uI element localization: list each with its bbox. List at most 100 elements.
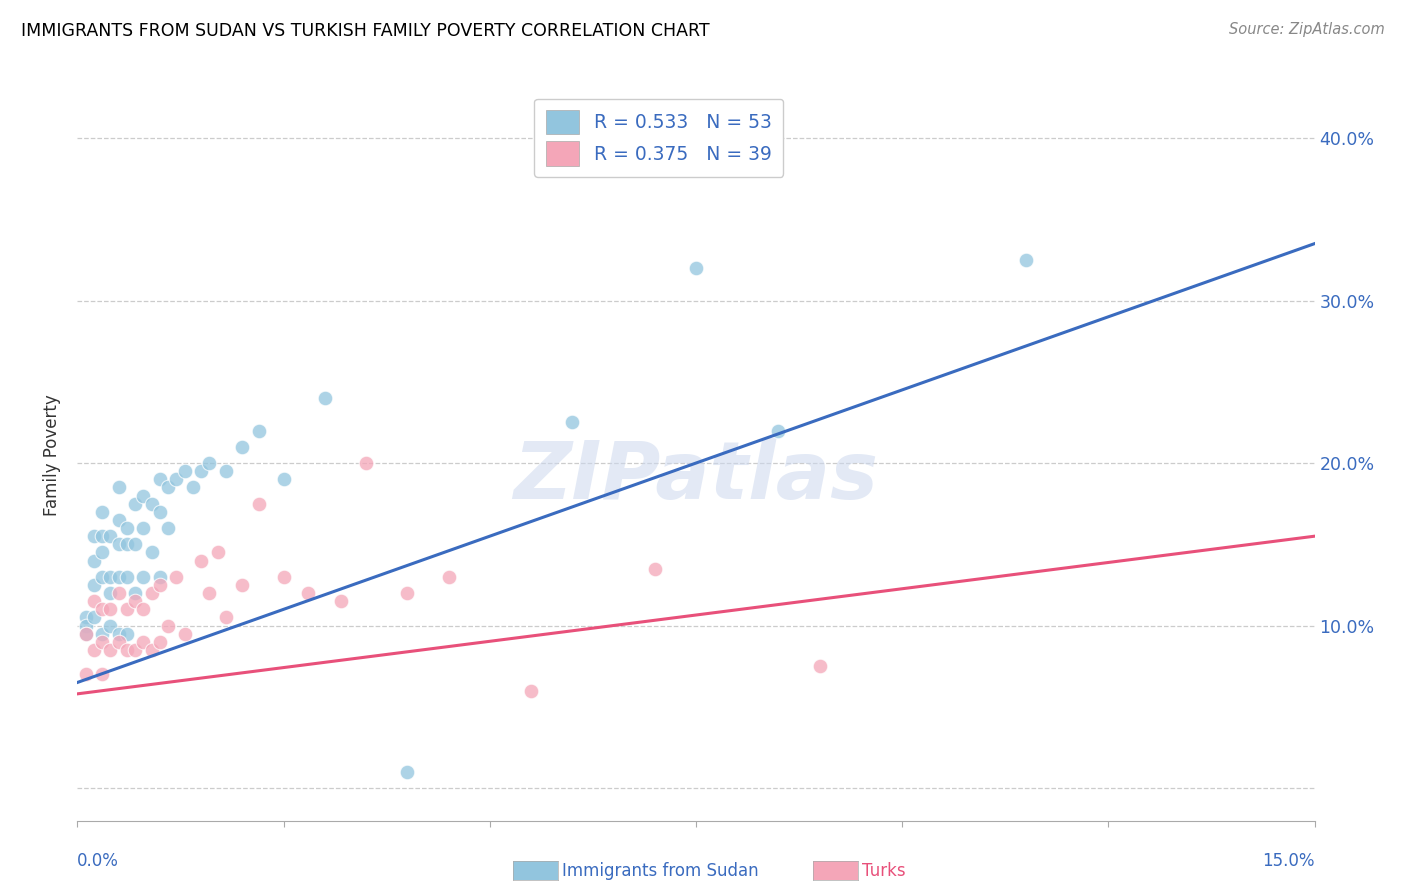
Point bbox=[173, 626, 195, 640]
Point bbox=[91, 626, 114, 640]
Point bbox=[247, 497, 270, 511]
Point bbox=[141, 545, 163, 559]
Point bbox=[107, 513, 129, 527]
Point bbox=[198, 586, 221, 600]
Point bbox=[107, 635, 129, 649]
Point bbox=[124, 586, 146, 600]
Point bbox=[132, 489, 155, 503]
Y-axis label: Family Poverty: Family Poverty bbox=[44, 394, 62, 516]
Point bbox=[91, 570, 114, 584]
Point bbox=[115, 537, 138, 551]
Point bbox=[98, 570, 121, 584]
Point bbox=[107, 480, 129, 494]
Point bbox=[115, 643, 138, 657]
Point bbox=[149, 505, 172, 519]
Point bbox=[215, 464, 238, 478]
Legend: R = 0.533   N = 53, R = 0.375   N = 39: R = 0.533 N = 53, R = 0.375 N = 39 bbox=[534, 99, 783, 177]
Point bbox=[83, 643, 105, 657]
Text: Source: ZipAtlas.com: Source: ZipAtlas.com bbox=[1229, 22, 1385, 37]
Text: 0.0%: 0.0% bbox=[77, 852, 120, 870]
Point bbox=[1015, 252, 1038, 267]
Point bbox=[231, 578, 253, 592]
Point bbox=[644, 562, 666, 576]
Point bbox=[149, 578, 172, 592]
Point bbox=[396, 586, 419, 600]
Point bbox=[91, 602, 114, 616]
Point bbox=[297, 586, 319, 600]
Point bbox=[98, 643, 121, 657]
Point bbox=[207, 545, 229, 559]
Point bbox=[83, 610, 105, 624]
Point bbox=[83, 553, 105, 567]
Point bbox=[98, 618, 121, 632]
Point bbox=[98, 529, 121, 543]
Point bbox=[190, 464, 212, 478]
Text: ZIPatlas: ZIPatlas bbox=[513, 438, 879, 516]
Point bbox=[132, 602, 155, 616]
Point bbox=[173, 464, 195, 478]
Point bbox=[91, 529, 114, 543]
Text: 15.0%: 15.0% bbox=[1263, 852, 1315, 870]
Point bbox=[273, 472, 295, 486]
Text: Turks: Turks bbox=[862, 863, 905, 880]
Point bbox=[149, 472, 172, 486]
Point bbox=[330, 594, 353, 608]
Point bbox=[83, 594, 105, 608]
Point bbox=[75, 626, 97, 640]
Point bbox=[124, 594, 146, 608]
Point bbox=[124, 537, 146, 551]
Point bbox=[115, 626, 138, 640]
Point bbox=[141, 497, 163, 511]
Point bbox=[124, 643, 146, 657]
Point bbox=[132, 521, 155, 535]
Point bbox=[75, 618, 97, 632]
Point bbox=[91, 545, 114, 559]
Point bbox=[165, 570, 187, 584]
Point bbox=[181, 480, 204, 494]
Point bbox=[107, 626, 129, 640]
Point bbox=[396, 764, 419, 779]
Point bbox=[149, 570, 172, 584]
Point bbox=[107, 537, 129, 551]
Point bbox=[157, 521, 180, 535]
Point bbox=[132, 570, 155, 584]
Point bbox=[231, 440, 253, 454]
Point bbox=[149, 635, 172, 649]
Point bbox=[75, 626, 97, 640]
Point bbox=[91, 635, 114, 649]
Point bbox=[141, 643, 163, 657]
Point bbox=[157, 618, 180, 632]
Point bbox=[520, 683, 543, 698]
Point bbox=[91, 505, 114, 519]
Text: Immigrants from Sudan: Immigrants from Sudan bbox=[562, 863, 759, 880]
Point bbox=[91, 667, 114, 681]
Point bbox=[437, 570, 460, 584]
Point bbox=[215, 610, 238, 624]
Point bbox=[685, 260, 707, 275]
Point bbox=[198, 456, 221, 470]
Point bbox=[273, 570, 295, 584]
Point bbox=[165, 472, 187, 486]
Point bbox=[107, 570, 129, 584]
Point bbox=[83, 529, 105, 543]
Point bbox=[124, 497, 146, 511]
Point bbox=[98, 586, 121, 600]
Point bbox=[98, 602, 121, 616]
Point bbox=[808, 659, 831, 673]
Point bbox=[115, 602, 138, 616]
Point bbox=[115, 521, 138, 535]
Point bbox=[354, 456, 377, 470]
Point bbox=[247, 424, 270, 438]
Point bbox=[132, 635, 155, 649]
Point bbox=[561, 416, 583, 430]
Point bbox=[314, 391, 336, 405]
Point bbox=[75, 667, 97, 681]
Text: IMMIGRANTS FROM SUDAN VS TURKISH FAMILY POVERTY CORRELATION CHART: IMMIGRANTS FROM SUDAN VS TURKISH FAMILY … bbox=[21, 22, 710, 40]
Point bbox=[107, 586, 129, 600]
Point bbox=[83, 578, 105, 592]
Point bbox=[768, 424, 790, 438]
Point bbox=[157, 480, 180, 494]
Point bbox=[115, 570, 138, 584]
Point bbox=[190, 553, 212, 567]
Point bbox=[141, 586, 163, 600]
